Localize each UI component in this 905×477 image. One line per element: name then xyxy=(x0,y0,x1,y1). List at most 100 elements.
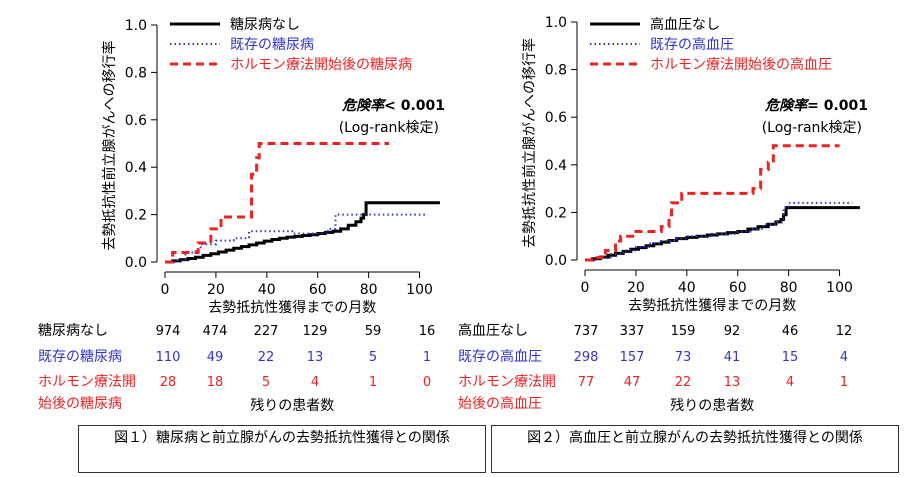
risk-row-label: 既存の糖尿病 xyxy=(38,349,122,365)
risk-count: 337 xyxy=(620,324,645,339)
risk-count: 13 xyxy=(724,375,741,390)
x-axis-label: 去勢抵抗性獲得までの月数 xyxy=(208,299,376,316)
y-tick-label: 0.6 xyxy=(545,110,567,126)
risk-count: 13 xyxy=(307,350,324,365)
figure-1-caption: 図１）糖尿病と前立腺がんの去勢抵抗性獲得との関係 xyxy=(78,425,486,473)
risk-count: 22 xyxy=(675,375,692,390)
y-tick-label: 0.2 xyxy=(125,208,147,224)
test-name: (Log-rank検定) xyxy=(339,120,439,136)
risk-count: 4 xyxy=(311,375,319,390)
risk-count: 110 xyxy=(156,350,181,365)
risk-count: 159 xyxy=(671,324,696,339)
p-value-label: 危険率 xyxy=(341,97,387,114)
y-tick-label: 0.8 xyxy=(545,63,567,79)
risk-count: 41 xyxy=(724,350,741,365)
series-line-1 xyxy=(585,201,853,261)
y-tick-label: 1.0 xyxy=(125,18,147,34)
figure-2-panel: 0.0 0.2 0.4 0.6 0.8 1.0 0 20 40 60 80 100 去勢抵抗性獲得までの… xyxy=(453,0,905,477)
risk-count: 5 xyxy=(369,350,377,365)
figure-2-chart: 0.0 0.2 0.4 0.6 0.8 1.0 0 20 40 60 80 100 去勢抵抗性獲得までの… xyxy=(458,15,868,414)
p-value-label: 危険率 xyxy=(764,97,810,114)
x-tick-label: 80 xyxy=(780,280,798,296)
risk-count: 59 xyxy=(365,324,382,339)
risk-count: 129 xyxy=(303,324,328,339)
y-tick-label: 0.6 xyxy=(125,113,147,129)
y-tick-label: 0.0 xyxy=(545,253,567,269)
figure-2-caption: 図２）高血圧と前立腺がんの去勢抵抗性獲得との関係 xyxy=(491,425,899,473)
risk-count: 46 xyxy=(782,324,799,339)
risk-count: 49 xyxy=(207,350,224,365)
risk-count: 1 xyxy=(369,375,377,390)
risk-count: 28 xyxy=(160,375,177,390)
x-axis-label: 去勢抵抗性獲得までの月数 xyxy=(628,297,796,314)
risk-row-label: 糖尿病なし xyxy=(38,323,108,339)
p-value-annotation: 危険率= 0.001 xyxy=(764,97,868,114)
legend-label-0: 高血圧なし xyxy=(650,16,720,33)
risk-count: 12 xyxy=(836,324,853,339)
risk-table-title: 残りの患者数 xyxy=(670,398,754,414)
p-value-annotation: 危険率< 0.001 xyxy=(341,97,445,114)
risk-count: 77 xyxy=(578,375,595,390)
y-tick-label: 0.8 xyxy=(125,65,147,81)
risk-count: 4 xyxy=(786,375,794,390)
x-tick-label: 80 xyxy=(360,282,378,298)
risk-count: 298 xyxy=(574,350,599,365)
risk-count: 1 xyxy=(840,375,848,390)
risk-row-label: 既存の高血圧 xyxy=(458,348,542,365)
y-tick-label: 0.0 xyxy=(125,255,147,271)
series-line-0 xyxy=(585,206,860,262)
risk-row-label-line: 始後の高血圧 xyxy=(458,395,542,412)
risk-count: 4 xyxy=(840,350,848,365)
risk-count: 974 xyxy=(156,324,181,339)
risk-count: 737 xyxy=(574,324,599,339)
p-value-value: = 0.001 xyxy=(807,98,868,114)
series-line-2 xyxy=(165,142,389,264)
risk-count: 16 xyxy=(419,324,436,339)
risk-count: 474 xyxy=(203,324,228,339)
y-tick-label: 0.4 xyxy=(545,158,567,174)
risk-count: 0 xyxy=(423,375,431,390)
x-tick-label: 20 xyxy=(207,282,225,298)
x-tick-label: 60 xyxy=(729,280,747,296)
x-tick-label: 40 xyxy=(678,280,696,296)
legend-label-0: 糖尿病なし xyxy=(230,17,300,33)
series-line-1 xyxy=(165,213,428,263)
x-tick-label: 0 xyxy=(581,280,590,296)
legend-label-2: ホルモン療法開始後の糖尿病 xyxy=(230,56,412,73)
risk-count: 1 xyxy=(423,350,431,365)
y-tick-label: 0.4 xyxy=(125,160,147,176)
x-tick-label: 20 xyxy=(627,280,645,296)
x-tick-label: 100 xyxy=(826,280,853,296)
y-tick-label: 0.2 xyxy=(545,205,567,221)
risk-row-label: 高血圧なし xyxy=(458,322,528,339)
risk-row-label-line: ホルモン療法開 xyxy=(38,373,136,390)
risk-row-label-line: 始後の糖尿病 xyxy=(38,396,122,412)
test-name: (Log-rank検定) xyxy=(762,120,862,136)
risk-count: 47 xyxy=(624,375,641,390)
x-tick-label: 40 xyxy=(258,282,276,298)
risk-count: 5 xyxy=(262,375,270,390)
risk-row-label-line: ホルモン療法開 xyxy=(458,373,556,390)
risk-count: 18 xyxy=(207,375,224,390)
x-tick-label: 0 xyxy=(161,282,170,298)
legend-label-2: ホルモン療法開始後の高血圧 xyxy=(650,56,832,73)
risk-count: 15 xyxy=(782,350,799,365)
legend-label-1: 既存の高血圧 xyxy=(650,36,734,53)
risk-count: 92 xyxy=(724,324,741,339)
legend-label-1: 既存の糖尿病 xyxy=(230,37,314,53)
figure-1-panel: 0.0 0.2 0.4 0.6 0.8 1.0 0 20 40 60 80 100 去勢抵抗性獲得までの… xyxy=(0,0,486,477)
series-line-0 xyxy=(165,201,440,264)
p-value-value: < 0.001 xyxy=(384,98,445,114)
figure-1-chart: 0.00.20.40.60.81.00 20 40 60 80 100去勢抵抗性獲得までの… xyxy=(38,17,445,414)
risk-table-title: 残りの患者数 xyxy=(250,398,334,414)
y-axis-label: 去勢抵抗性前立腺がんへの移行率 xyxy=(101,41,118,251)
risk-count: 157 xyxy=(620,350,645,365)
x-tick-label: 60 xyxy=(309,282,327,298)
y-axis-label: 去勢抵抗性前立腺がんへの移行率 xyxy=(521,38,538,248)
y-tick-label: 1.0 xyxy=(545,15,567,31)
x-tick-label: 100 xyxy=(406,282,433,298)
risk-count: 22 xyxy=(258,350,275,365)
risk-count: 227 xyxy=(254,324,279,339)
series-line-2 xyxy=(585,144,840,262)
risk-count: 73 xyxy=(675,350,692,365)
